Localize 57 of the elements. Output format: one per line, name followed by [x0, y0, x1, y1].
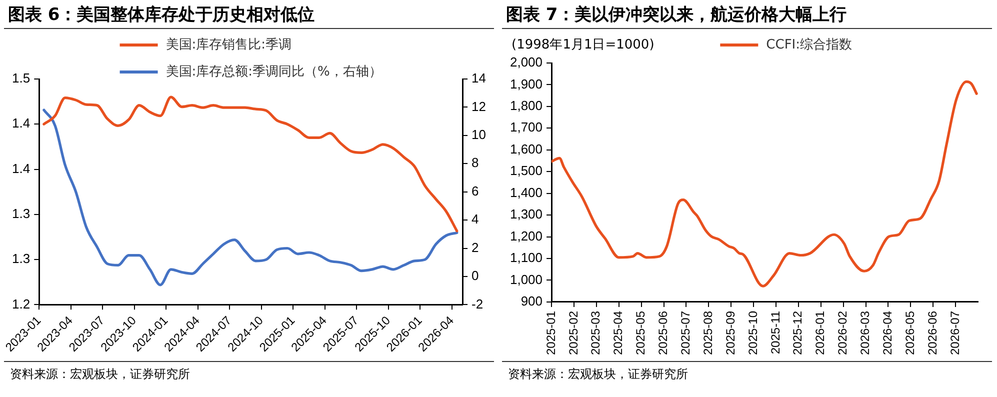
y2-tick-label: 0	[472, 268, 479, 284]
x-tick-label: 2026-06	[925, 310, 940, 356]
chart-title: 图表 7：美以伊冲突以来，航运价格大幅上行	[502, 0, 992, 29]
x-tick-label: 2025-04	[611, 310, 626, 356]
y-tick-label: 900	[520, 294, 543, 309]
chart-title: 图表 6：美国整体库存处于历史相对低位	[4, 0, 494, 29]
y-tick-label: 1,500	[510, 163, 543, 178]
y-tick-label: 1,700	[510, 120, 543, 135]
line-series	[42, 108, 458, 286]
y2-tick-label: 8	[472, 155, 479, 170]
y-tick-label: 1,800	[510, 98, 543, 114]
y-tick-label: 1,400	[510, 184, 543, 200]
legend-label: 美国:库存销售比:季调	[166, 36, 292, 52]
y2-tick-label: 12	[472, 98, 486, 114]
text: 资料来源：宏观板块，证券研究所	[4, 361, 494, 387]
y-tick-label: 1,900	[510, 76, 543, 92]
y2-tick-label: 6	[472, 183, 479, 198]
x-tick-label: 2026-07	[948, 310, 962, 356]
y-tick-label: 1.2	[12, 296, 30, 312]
y-tick-label: 1,300	[510, 206, 543, 222]
y2-tick-label: 10	[472, 126, 486, 142]
x-tick-label: 2025-10	[746, 310, 760, 356]
y-tick-label: 1,600	[510, 141, 543, 156]
x-tick-label: 2025-11	[768, 310, 782, 354]
y2-tick-label: -2	[472, 296, 484, 312]
y-tick-label: 1.4	[12, 160, 30, 176]
x-tick-label: 2025-03	[588, 310, 603, 356]
text: 资料来源：宏观板块，证券研究所	[502, 361, 992, 387]
x-tick-label: 2026-01	[813, 310, 828, 356]
y-tick-label: 1.3	[12, 206, 30, 221]
y2-tick-label: 2	[472, 240, 479, 255]
x-tick-label: 2026-04	[880, 310, 895, 356]
x-tick-label: 2025-01	[544, 310, 558, 356]
y2-tick-label: 4	[472, 212, 479, 227]
y-tick-label: 2,000	[510, 54, 543, 70]
x-tick-label: 2025-09	[723, 310, 738, 356]
y-axis-title: (1998年1月1日=1000)	[512, 37, 654, 52]
x-tick-label: 2025-05	[634, 310, 648, 356]
x-tick-label: 2025-02	[566, 310, 580, 356]
y-tick-label: 1.4	[12, 116, 30, 131]
x-tick-label: 2026-05	[902, 310, 917, 356]
x-tick-label: 2025-12	[790, 310, 805, 356]
y2-tick-label: 14	[472, 70, 486, 86]
legend-label: CCFI:综合指数	[766, 37, 852, 52]
x-tick-label: 2025-06	[656, 310, 670, 356]
legend-label: 美国:库存总额:季调同比（%，右轴）	[166, 63, 382, 80]
y-tick-label: 1,000	[510, 272, 543, 287]
x-tick-label: 2026-02	[836, 310, 850, 356]
y-tick-label: 1.5	[12, 70, 30, 86]
x-tick-label: 2025-08	[700, 310, 715, 356]
line-series	[42, 96, 458, 232]
y-tick-label: 1,200	[510, 228, 543, 244]
x-tick-label: 2026-03	[858, 310, 872, 356]
x-tick-label: 2025-07	[678, 310, 693, 356]
line-series	[552, 80, 978, 288]
y-tick-label: 1,100	[510, 250, 543, 266]
y-tick-label: 1.3	[12, 251, 30, 266]
